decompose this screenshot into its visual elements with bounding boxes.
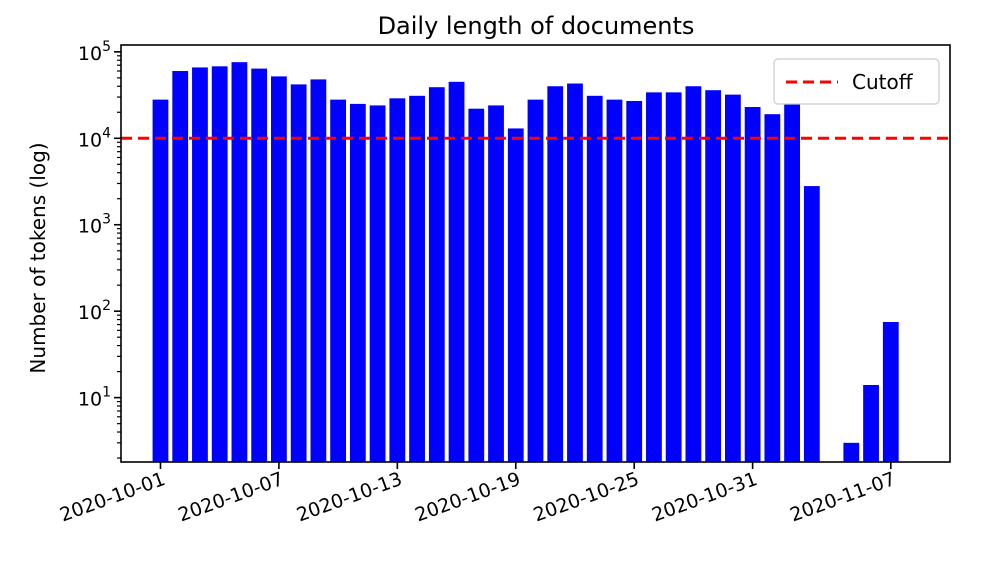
y-axis-label: Number of tokens (log) — [26, 142, 50, 373]
legend-box — [773, 58, 940, 105]
x-tick-label: 2020-11-07 — [787, 468, 898, 526]
y-tick-label: 105 — [78, 39, 111, 65]
bar — [567, 83, 583, 462]
bar — [349, 103, 366, 462]
bar — [863, 384, 879, 462]
bar — [882, 321, 899, 462]
bars-group — [152, 62, 899, 463]
bar — [646, 92, 662, 462]
bar — [428, 87, 445, 462]
bar — [448, 81, 465, 462]
bar — [192, 67, 208, 462]
x-axis-ticks: 2020-10-01 2020-10-07 2020-10-13 2020-10-19… — [57, 462, 898, 526]
bar — [330, 99, 347, 462]
bar — [172, 71, 189, 463]
legend-cutoff-label: Cutoff — [852, 70, 914, 94]
y-tick-label: 102 — [78, 298, 111, 324]
bar — [488, 105, 504, 463]
chart-title: Daily length of documents — [378, 12, 695, 40]
x-tick-label: 2020-10-01 — [57, 468, 168, 526]
bar — [606, 99, 623, 462]
bar — [626, 101, 643, 462]
bar — [290, 84, 307, 462]
bar — [369, 105, 386, 463]
x-tick-label: 2020-10-25 — [531, 468, 642, 526]
x-tick-label: 2020-10-13 — [294, 468, 405, 526]
bar — [231, 62, 248, 463]
bar — [724, 94, 741, 463]
bar — [389, 98, 406, 462]
bar — [784, 93, 800, 462]
x-tick-label: 2020-10-19 — [412, 468, 523, 526]
bar — [744, 107, 761, 463]
y-tick-label: 103 — [78, 212, 111, 238]
bar — [547, 86, 564, 463]
bar — [271, 76, 287, 462]
bar — [665, 92, 682, 462]
bar — [409, 95, 425, 462]
bar — [685, 86, 702, 463]
x-tick-label: 2020-10-31 — [649, 468, 760, 526]
bar — [468, 108, 485, 462]
bar — [152, 99, 169, 462]
bar — [251, 68, 268, 462]
y-tick-label: 101 — [78, 385, 111, 411]
bar — [527, 99, 544, 462]
bar — [310, 79, 327, 463]
y-axis-ticks: 101 102 103 104 105 — [78, 39, 121, 459]
x-tick-label: 2020-10-07 — [175, 468, 286, 526]
bar — [803, 186, 820, 462]
legend: Cutoff — [773, 58, 940, 105]
bar — [764, 114, 781, 462]
bar — [843, 442, 860, 462]
y-tick-label: 104 — [78, 125, 111, 151]
bar — [211, 66, 228, 462]
plot-frame — [120, 44, 951, 463]
bar — [705, 90, 722, 462]
bar — [507, 128, 524, 462]
bar — [586, 95, 603, 462]
